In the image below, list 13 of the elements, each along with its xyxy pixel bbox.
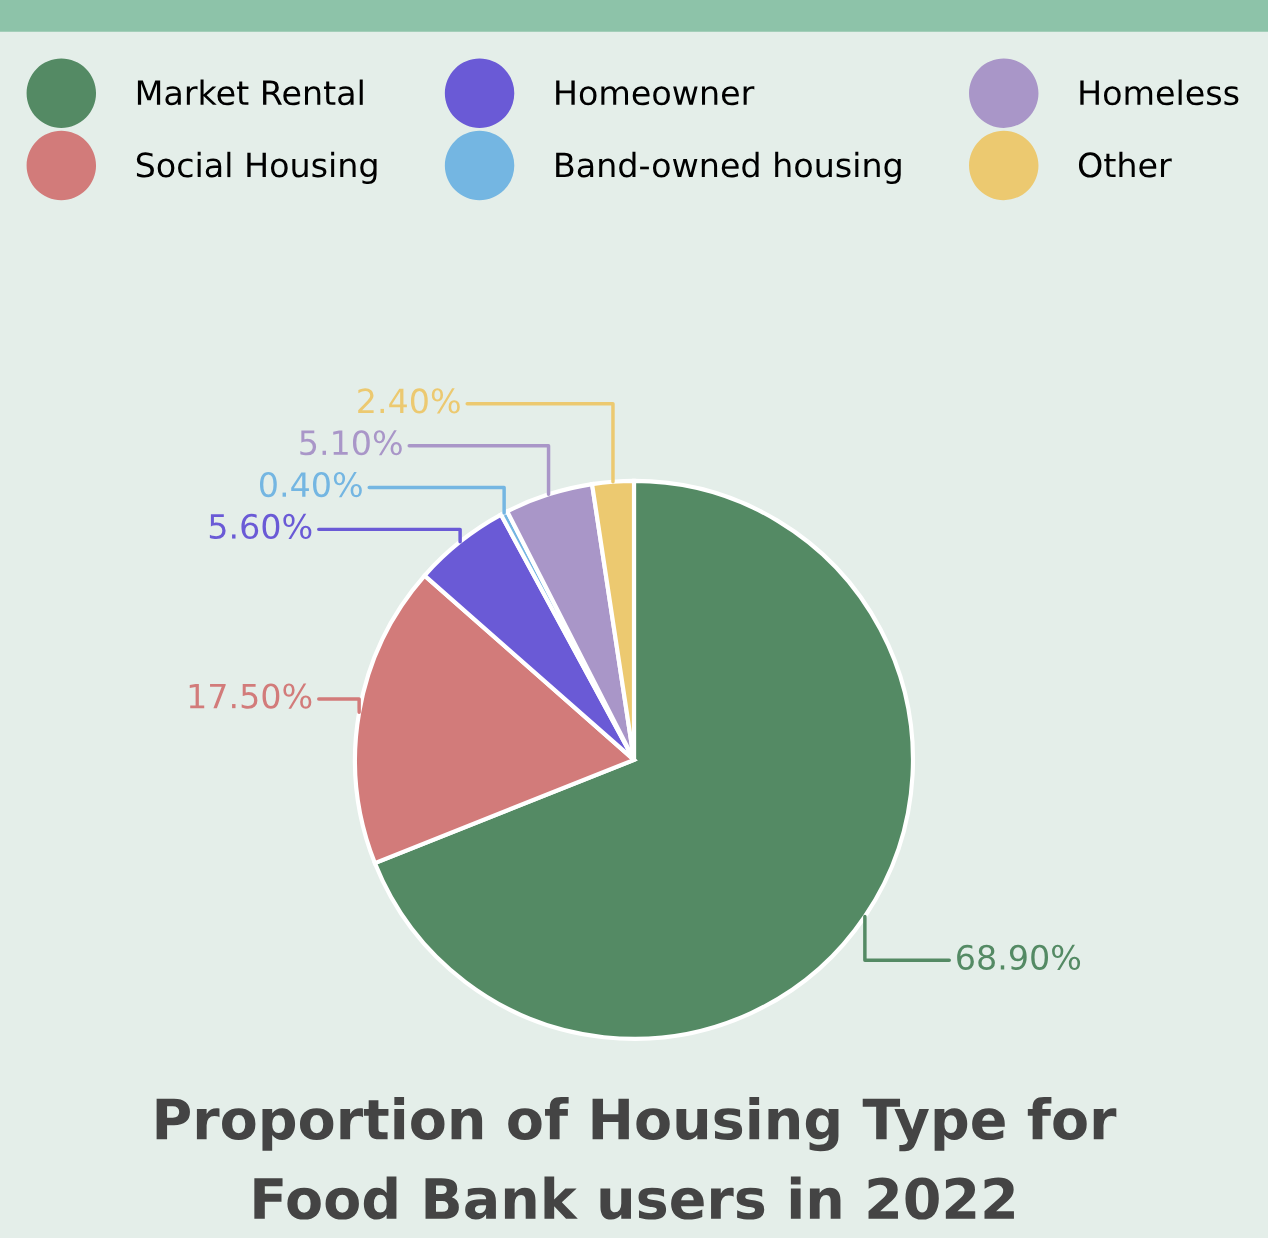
legend-label: Other xyxy=(1078,151,1172,178)
legend-label: Homeowner xyxy=(556,80,755,106)
data-label: 68.90% xyxy=(957,944,1081,970)
legend-label: Homeless xyxy=(1080,79,1239,106)
legend-label: Band-owned housing xyxy=(556,151,901,185)
legend-label: Social Housing xyxy=(136,151,377,185)
data-label: 17.50% xyxy=(189,683,312,709)
data-label: 2.40% xyxy=(358,388,460,414)
legend-label: Market Rental xyxy=(137,79,363,106)
data-label: 0.40% xyxy=(259,471,362,498)
data-label: 5.60% xyxy=(209,513,312,540)
text: Proportion of Housing Type for Food Bank users in 2022 xyxy=(156,1097,1117,1220)
data-label: 5.10% xyxy=(300,430,402,456)
